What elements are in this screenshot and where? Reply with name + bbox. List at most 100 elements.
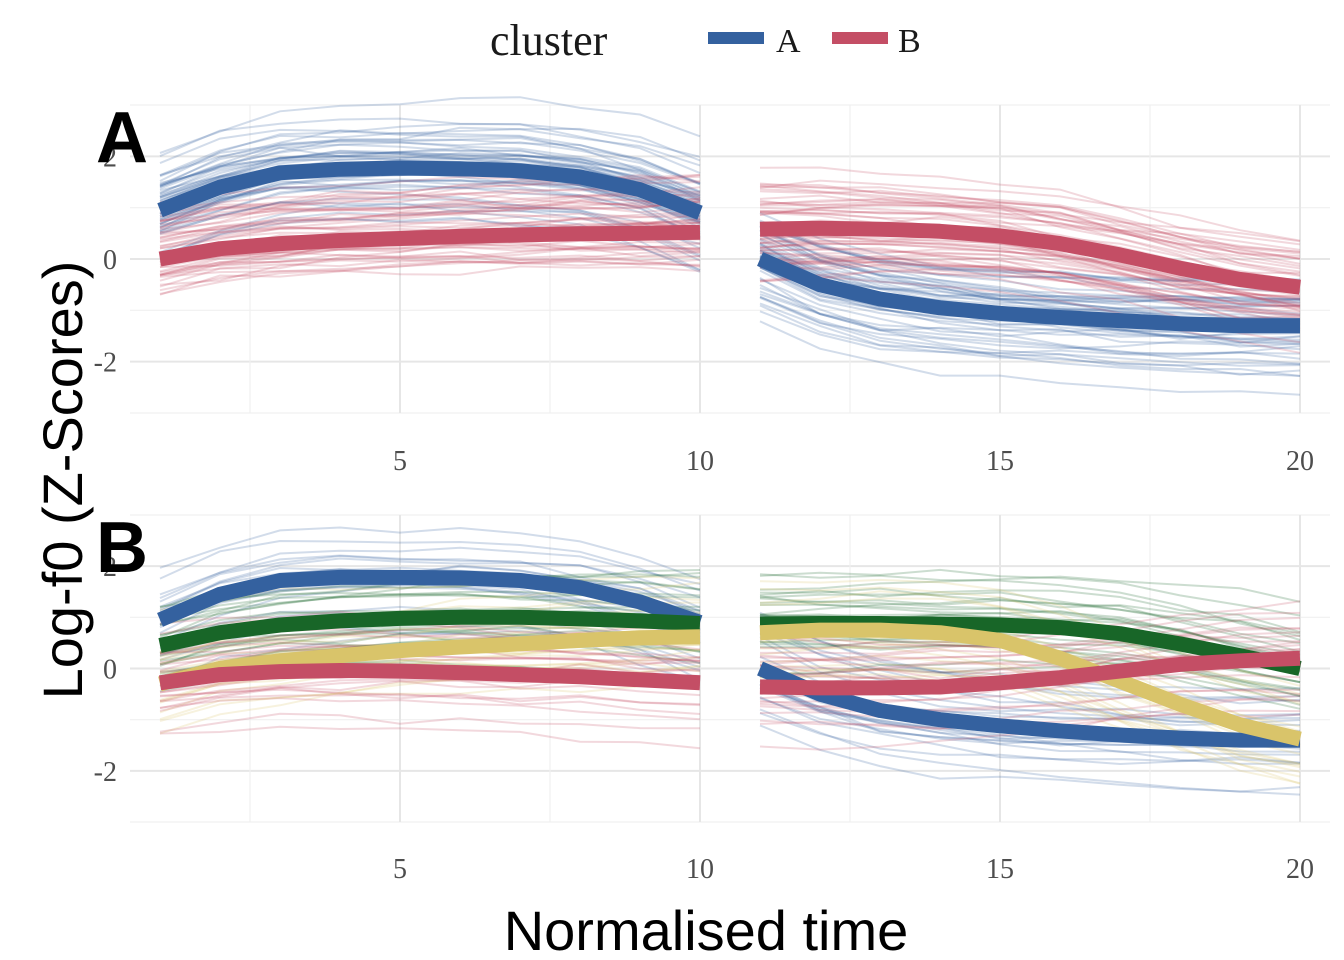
trajectory-line [759, 673, 1301, 785]
y-tick-label: 0 [103, 655, 117, 686]
series-line-2-segment-0 [158, 629, 701, 692]
trajectory-line [759, 269, 1300, 344]
trajectory-line [759, 237, 1301, 323]
trajectory-line [759, 252, 1301, 293]
trajectory-line [159, 198, 701, 236]
trajectory-line [759, 698, 1301, 720]
trajectory-line [159, 586, 701, 639]
trajectory-line [759, 183, 1301, 273]
trajectory-line [159, 554, 701, 616]
x-tick-label: 10 [686, 446, 714, 477]
trajectory-line [159, 179, 701, 229]
trajectory-line [159, 201, 701, 262]
trajectory-line [759, 603, 1301, 656]
trajectory-line [159, 526, 701, 581]
trajectory-line [159, 192, 701, 229]
trajectory-line [159, 187, 701, 257]
panel-a: 5 10 15 20 -2 0 2A [94, 96, 1330, 477]
trajectory-line [159, 539, 701, 592]
y-tick-label: -2 [94, 348, 117, 379]
trajectory-line [159, 245, 701, 265]
series-line-a-segment-0 [157, 160, 703, 220]
trajectory-line [159, 712, 701, 733]
x-tick-label: 5 [393, 854, 407, 885]
trajectory-line [759, 286, 1301, 365]
trajectory-line [759, 241, 1301, 330]
trajectory-line [759, 251, 1301, 331]
trajectory-line [159, 190, 701, 222]
trajectory-line [159, 140, 701, 193]
trajectory-line [759, 320, 1301, 396]
trajectory-line [159, 199, 701, 223]
legend-key-b [832, 32, 888, 44]
trajectory-line [159, 138, 701, 188]
trajectory-line [759, 204, 1301, 253]
trajectory-line [759, 239, 1301, 308]
y-axis-title: Log-f0 (Z-Scores) [31, 261, 94, 700]
trajectory-line [159, 128, 701, 185]
trajectory-line [159, 679, 701, 698]
x-tick-label: 15 [986, 854, 1014, 885]
trajectory-line [759, 260, 1301, 318]
legend: cluster A B [490, 16, 921, 65]
trajectory-line [159, 198, 701, 231]
trajectory-line [759, 179, 1301, 242]
trajectory-line [159, 209, 701, 261]
trajectory-line [759, 665, 1301, 706]
trajectory-line [159, 179, 701, 233]
trajectory-line [759, 668, 1301, 785]
trajectory-line [159, 218, 701, 248]
legend-key-a [708, 32, 764, 44]
trajectory-line [159, 197, 701, 222]
trajectory-line [759, 587, 1301, 653]
trajectory-line [759, 232, 1301, 309]
trajectory-line [759, 573, 1301, 638]
trajectory-line [759, 597, 1301, 703]
trajectory-line [159, 152, 701, 202]
trajectory-line [159, 591, 701, 616]
trajectory-line [159, 149, 701, 196]
trajectory-line [159, 136, 701, 193]
trajectory-line [159, 185, 701, 238]
trajectory-line [159, 197, 701, 243]
trajectory-line [759, 589, 1301, 633]
trajectory-line [159, 221, 701, 250]
trajectory-line [759, 248, 1301, 309]
grid [130, 104, 1330, 414]
trajectory-line [159, 127, 701, 188]
trajectory-line [759, 247, 1301, 326]
panel-tag: A [96, 98, 148, 178]
trajectory-line [759, 631, 1301, 699]
trajectory-line [759, 575, 1301, 603]
trajectory-line [159, 178, 701, 226]
trajectory-line [759, 683, 1301, 753]
x-tick-label: 20 [1286, 446, 1314, 477]
trajectory-line [759, 248, 1301, 302]
series-line-a-segment-1 [757, 252, 1300, 334]
trajectory-line [159, 200, 701, 239]
trajectory-line [159, 203, 701, 258]
trajectory-line [759, 304, 1301, 367]
trajectory-line [759, 228, 1301, 301]
trajectory-line [759, 586, 1301, 695]
trajectory-line [759, 233, 1301, 322]
trajectory-line [159, 150, 701, 215]
trajectory-line [759, 295, 1301, 377]
trajectory-line [159, 253, 701, 268]
trajectory-line [759, 310, 1301, 358]
trajectory-line [759, 198, 1301, 265]
trajectory-line [159, 260, 701, 278]
trajectory-line [159, 212, 701, 247]
trajectory-line [759, 686, 1301, 756]
y-tick-label: 2 [103, 552, 117, 583]
trajectory-line [159, 197, 701, 250]
trajectory-line [759, 234, 1301, 300]
trajectory-line [759, 284, 1301, 355]
trajectory-line [159, 605, 701, 660]
trajectory-line [159, 249, 701, 296]
trajectory-line [759, 224, 1301, 317]
trajectory-line [759, 257, 1301, 298]
series-line-1-segment-0 [158, 609, 701, 653]
trajectory-line [759, 249, 1301, 304]
trajectory-line [759, 264, 1301, 346]
